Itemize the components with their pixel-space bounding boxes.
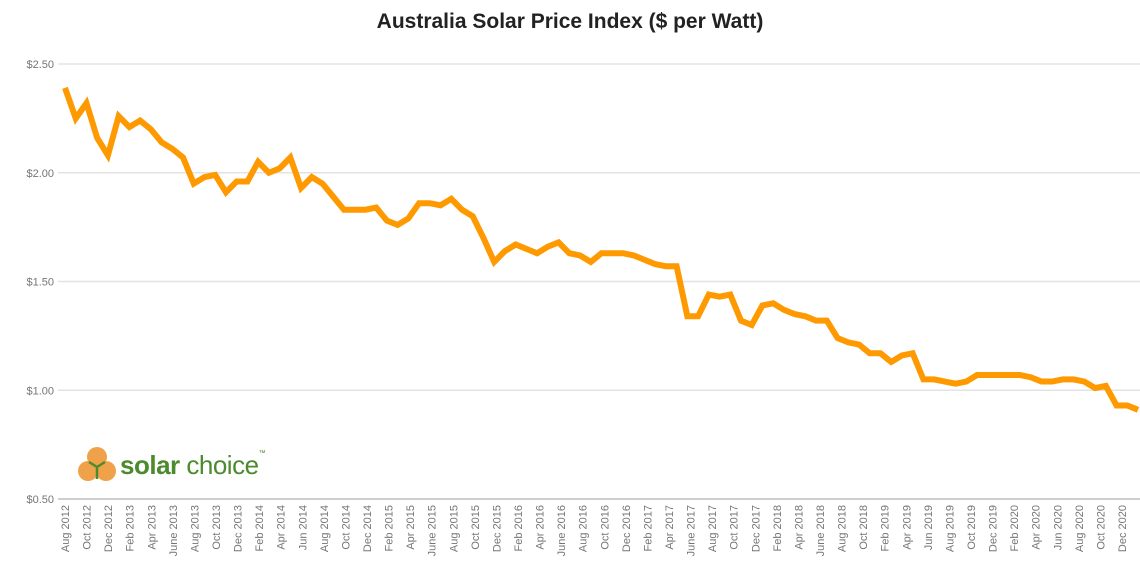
solar-choice-logo: solar choice™ — [78, 446, 266, 484]
x-tick-label: Oct 2012 — [82, 505, 94, 550]
x-tick-label: Oct 2014 — [340, 505, 352, 550]
y-tick-label: $1.00 — [26, 385, 54, 397]
x-tick-label: Dec 2019 — [988, 505, 1000, 552]
x-tick-label: Dec 2013 — [233, 505, 245, 552]
x-tick-label: Dec 2020 — [1117, 505, 1129, 552]
x-tick-label: Aug 2019 — [944, 505, 956, 552]
y-tick-label: $0.50 — [26, 494, 54, 506]
x-tick-label: Feb 2017 — [642, 505, 654, 551]
x-tick-label: June 2018 — [815, 505, 827, 556]
x-tick-label: June 2017 — [686, 505, 698, 556]
x-tick-label: Oct 2015 — [470, 505, 482, 550]
x-tick-label: Oct 2016 — [599, 505, 611, 550]
x-tick-label: Oct 2019 — [966, 505, 978, 550]
x-tick-label: Oct 2018 — [858, 505, 870, 550]
logo-icon — [78, 447, 116, 481]
x-tick-label: Aug 2014 — [319, 505, 331, 552]
x-tick-label: Apr 2017 — [664, 505, 676, 550]
x-tick-label: Apr 2013 — [146, 505, 158, 550]
x-tick-label: Dec 2016 — [621, 505, 633, 552]
x-tick-label: Oct 2013 — [211, 505, 223, 550]
x-tick-label: Jun 2020 — [1052, 505, 1064, 550]
logo-text-bold: solar — [120, 449, 180, 480]
x-tick-label: Feb 2018 — [772, 505, 784, 551]
x-tick-label: Apr 2015 — [405, 505, 417, 550]
x-tick-label: June 2016 — [556, 505, 568, 556]
x-tick-label: Aug 2020 — [1074, 505, 1086, 552]
x-tick-label: Apr 2019 — [901, 505, 913, 550]
logo-trademark: ™ — [258, 449, 266, 457]
x-tick-label: Feb 2019 — [880, 505, 892, 551]
x-tick-label: Aug 2018 — [837, 505, 849, 552]
y-tick-label: $2.50 — [26, 59, 54, 71]
x-tick-label: Aug 2015 — [448, 505, 460, 552]
x-tick-label: Jun 2014 — [297, 505, 309, 550]
x-tick-label: Feb 2013 — [125, 505, 137, 551]
x-tick-label: Dec 2015 — [491, 505, 503, 552]
x-tick-label: Feb 2015 — [384, 505, 396, 551]
x-tick-label: Feb 2014 — [254, 505, 266, 551]
x-tick-label: Dec 2014 — [362, 505, 374, 552]
x-tick-label: June 2013 — [168, 505, 180, 556]
x-tick-label: Aug 2012 — [60, 505, 72, 552]
series-line — [62, 86, 1140, 413]
x-tick-label: Dec 2017 — [750, 505, 762, 552]
x-tick-label: Dec 2012 — [103, 505, 115, 552]
x-tick-label: Apr 2020 — [1031, 505, 1043, 550]
x-tick-label: Feb 2020 — [1009, 505, 1021, 551]
y-tick-label: $2.00 — [26, 168, 54, 180]
x-tick-label: Apr 2014 — [276, 505, 288, 550]
chart-title: Australia Solar Price Index ($ per Watt) — [376, 10, 764, 33]
x-tick-label: Apr 2018 — [793, 505, 805, 550]
y-tick-label: $1.50 — [26, 277, 54, 289]
x-tick-label: June 2015 — [427, 505, 439, 556]
x-tick-label: Aug 2013 — [189, 505, 201, 552]
x-tick-label: Apr 2016 — [535, 505, 547, 550]
x-tick-label: Aug 2016 — [578, 505, 590, 552]
x-tick-label: Jun 2019 — [923, 505, 935, 550]
x-tick-label: Oct 2017 — [729, 505, 741, 550]
x-tick-label: Feb 2016 — [513, 505, 525, 551]
x-tick-label: Oct 2020 — [1095, 505, 1107, 550]
logo-text-regular: choice — [186, 449, 259, 480]
x-tick-label: Aug 2017 — [707, 505, 719, 552]
